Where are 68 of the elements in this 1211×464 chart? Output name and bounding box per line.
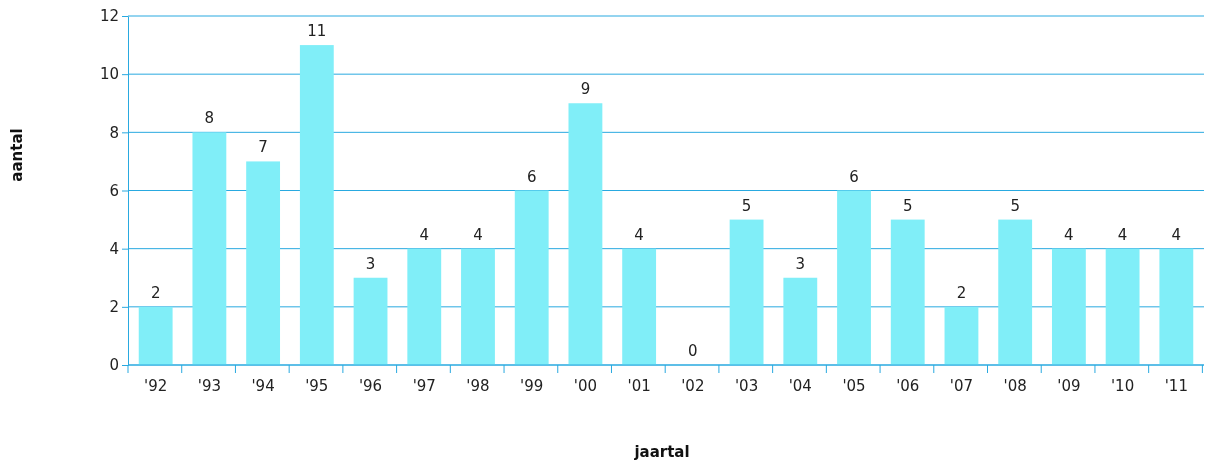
x-tick-label: '95 — [305, 377, 329, 395]
data-label: 8 — [204, 109, 215, 128]
x-tick-label: '07 — [949, 377, 974, 395]
data-label: 5 — [1010, 196, 1020, 215]
x-tick-label: '05 — [842, 377, 866, 395]
x-tick-label: '03 — [734, 377, 759, 395]
x-tick-label: '98 — [466, 377, 490, 395]
bar — [192, 132, 227, 365]
data-label: 4 — [1064, 225, 1074, 244]
data-label: 2 — [956, 283, 967, 302]
bar — [944, 306, 979, 365]
data-label: 6 — [526, 167, 537, 186]
y-tick-label: 4 — [109, 239, 119, 258]
y-axis-title: aantal — [8, 128, 26, 182]
y-tick-label: 0 — [109, 356, 119, 375]
data-label: 4 — [1171, 225, 1182, 244]
bar — [299, 45, 334, 365]
bar — [568, 103, 603, 365]
bar — [729, 219, 764, 365]
y-tick-label: 12 — [99, 7, 119, 26]
bar — [998, 219, 1033, 365]
y-tick-label: 8 — [109, 123, 119, 142]
data-label: 4 — [419, 225, 430, 244]
x-tick-label: '93 — [197, 377, 221, 395]
bar — [890, 219, 925, 365]
y-tick-label: 2 — [109, 298, 119, 317]
data-label: 2 — [150, 283, 161, 302]
x-tick-label: '08 — [1003, 377, 1027, 395]
x-axis-title: jaartal — [633, 443, 690, 461]
x-tick-label: '09 — [1057, 377, 1081, 395]
x-tick-label: '04 — [788, 377, 812, 395]
bar — [1105, 248, 1140, 365]
data-label: 0 — [688, 342, 698, 360]
y-tick-label: 10 — [99, 65, 119, 84]
bar — [837, 190, 871, 365]
data-label: 4 — [634, 225, 644, 244]
data-label: 6 — [849, 167, 859, 186]
bar — [622, 248, 657, 365]
data-label: 11 — [307, 22, 327, 41]
x-tick-label: '96 — [358, 377, 383, 395]
x-tick-label: '00 — [573, 377, 598, 395]
data-label: 7 — [258, 138, 268, 157]
x-tick-label: '01 — [627, 377, 651, 395]
x-tick-label: '02 — [681, 377, 705, 395]
data-label: 9 — [580, 80, 591, 99]
x-tick-label: '10 — [1111, 377, 1135, 395]
x-tick-label: '06 — [896, 377, 920, 395]
data-label: 3 — [365, 254, 376, 273]
bar — [407, 248, 442, 365]
y-tick-label: 6 — [109, 181, 119, 200]
data-label: 5 — [741, 196, 752, 215]
x-tick-label: '11 — [1164, 377, 1188, 395]
x-tick-label: '99 — [520, 377, 544, 395]
data-label: 4 — [473, 225, 483, 244]
x-tick-label: '92 — [144, 377, 168, 395]
bar — [353, 277, 388, 365]
bar — [1159, 248, 1194, 365]
x-tick-label: '94 — [251, 377, 275, 395]
bar — [1051, 248, 1086, 365]
data-label: 3 — [795, 254, 806, 273]
bar — [138, 306, 173, 365]
data-label: 4 — [1117, 225, 1128, 244]
bar — [514, 190, 549, 365]
bar — [461, 248, 495, 365]
bar — [783, 277, 818, 365]
x-tick-label: '97 — [412, 377, 436, 395]
bar — [246, 161, 281, 365]
data-label: 5 — [902, 196, 913, 215]
